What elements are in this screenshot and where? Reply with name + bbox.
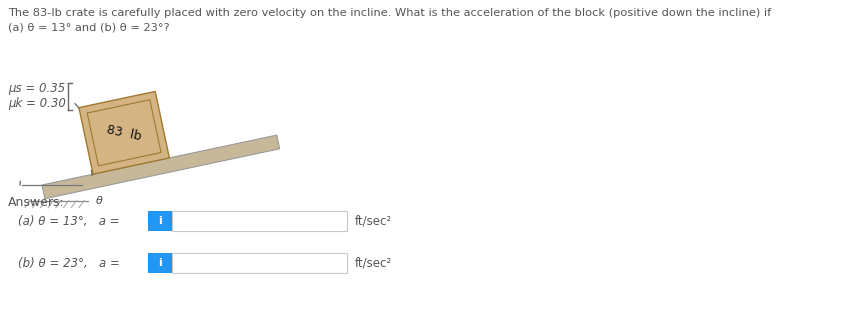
Text: (b) θ = 23°,   a =: (b) θ = 23°, a = xyxy=(18,256,124,270)
Text: 83  lb: 83 lb xyxy=(106,123,143,143)
Text: (a) θ = 13° and (b) θ = 23°?: (a) θ = 13° and (b) θ = 23°? xyxy=(8,22,170,32)
Text: i: i xyxy=(158,258,161,268)
Text: The 83-lb crate is carefully placed with zero velocity on the incline. What is t: The 83-lb crate is carefully placed with… xyxy=(8,8,771,18)
Polygon shape xyxy=(42,135,280,199)
Text: ft/sec²: ft/sec² xyxy=(355,256,392,270)
Text: Answers:: Answers: xyxy=(8,196,65,209)
Bar xyxy=(172,211,347,231)
Text: i: i xyxy=(158,216,161,226)
Text: (a) θ = 13°,   a =: (a) θ = 13°, a = xyxy=(18,215,124,228)
Text: ft/sec²: ft/sec² xyxy=(355,215,392,228)
FancyArrowPatch shape xyxy=(75,104,96,175)
Text: μs = 0.35: μs = 0.35 xyxy=(8,82,66,95)
Text: μk = 0.30: μk = 0.30 xyxy=(8,97,66,110)
Bar xyxy=(148,211,172,231)
Bar xyxy=(172,253,347,273)
Polygon shape xyxy=(79,92,169,174)
Bar xyxy=(148,253,172,273)
Text: θ: θ xyxy=(96,196,103,206)
